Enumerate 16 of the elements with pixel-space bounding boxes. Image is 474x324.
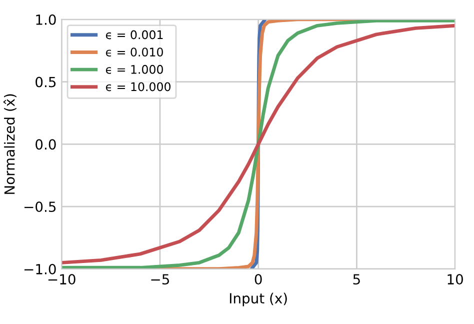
y-tick-label: −1.0 [24, 264, 56, 274]
y-tick-label: 1.0 [36, 14, 56, 25]
y-tick-label: 0.0 [36, 139, 56, 150]
x-axis-title: Input (x) [230, 292, 287, 306]
legend-label: ϵ = 0.010 [106, 48, 163, 57]
y-tick-label: −0.5 [24, 202, 56, 212]
x-tick-label: 10 [448, 274, 463, 285]
x-tick-label: 0 [254, 274, 262, 285]
y-tick-label: 0.5 [36, 76, 56, 88]
x-tick-label: −10 [48, 274, 76, 285]
legend-label: ϵ = 1.000 [106, 64, 163, 74]
legend-label: ϵ = 0.001 [106, 30, 163, 40]
legend-label: ϵ = 10.000 [106, 82, 170, 92]
y-axis-title: Normalized (x̂) [3, 94, 16, 194]
x-tick-label: 5 [353, 274, 360, 285]
x-tick-label: −5 [151, 274, 169, 285]
